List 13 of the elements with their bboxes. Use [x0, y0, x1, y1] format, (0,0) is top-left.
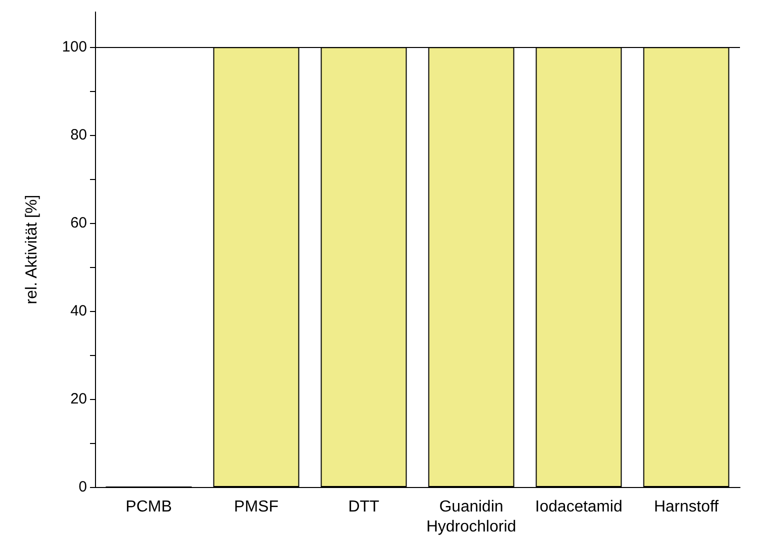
x-tick-label: Iodacetamid [535, 498, 622, 516]
y-tick-label: 60 [70, 214, 87, 232]
x-tick-label: PCMB [126, 498, 172, 516]
y-tick-label: 0 [78, 478, 87, 496]
y-tick-label: 100 [62, 38, 87, 56]
y-axis-title: rel. Aktivität [%] [24, 194, 40, 304]
y-tick-label: 20 [70, 390, 87, 408]
x-tick-label: PMSF [234, 498, 279, 516]
y-tick-label: 80 [70, 126, 87, 144]
x-tick-label: DTT [348, 498, 380, 516]
x-tick-label: Harnstoff [654, 498, 720, 516]
y-tick-label: 40 [70, 302, 87, 320]
x-tick-label: Guanidin Hydrochlorid [426, 498, 516, 536]
